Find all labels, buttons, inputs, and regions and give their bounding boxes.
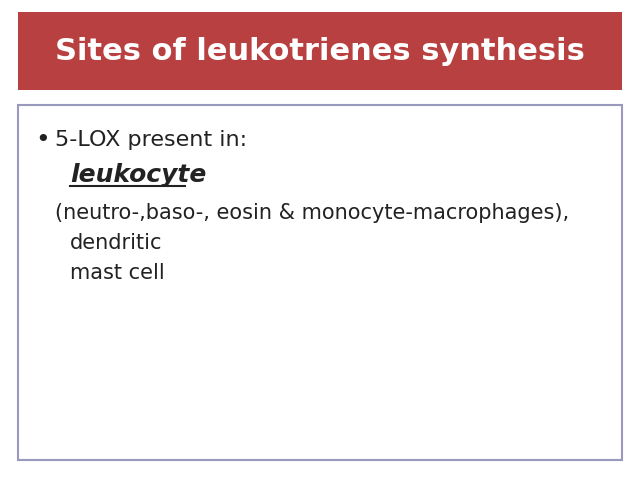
Text: 5-LOX present in:: 5-LOX present in: — [55, 130, 247, 150]
Text: Sites of leukotrienes synthesis: Sites of leukotrienes synthesis — [55, 36, 585, 65]
Text: leukocyte: leukocyte — [70, 163, 206, 187]
FancyBboxPatch shape — [18, 12, 622, 90]
Text: •: • — [35, 128, 50, 152]
Text: dendritic: dendritic — [70, 233, 163, 253]
Text: mast cell: mast cell — [70, 263, 164, 283]
Text: (neutro-,baso-, eosin & monocyte-macrophages),: (neutro-,baso-, eosin & monocyte-macroph… — [55, 203, 569, 223]
FancyBboxPatch shape — [18, 105, 622, 460]
